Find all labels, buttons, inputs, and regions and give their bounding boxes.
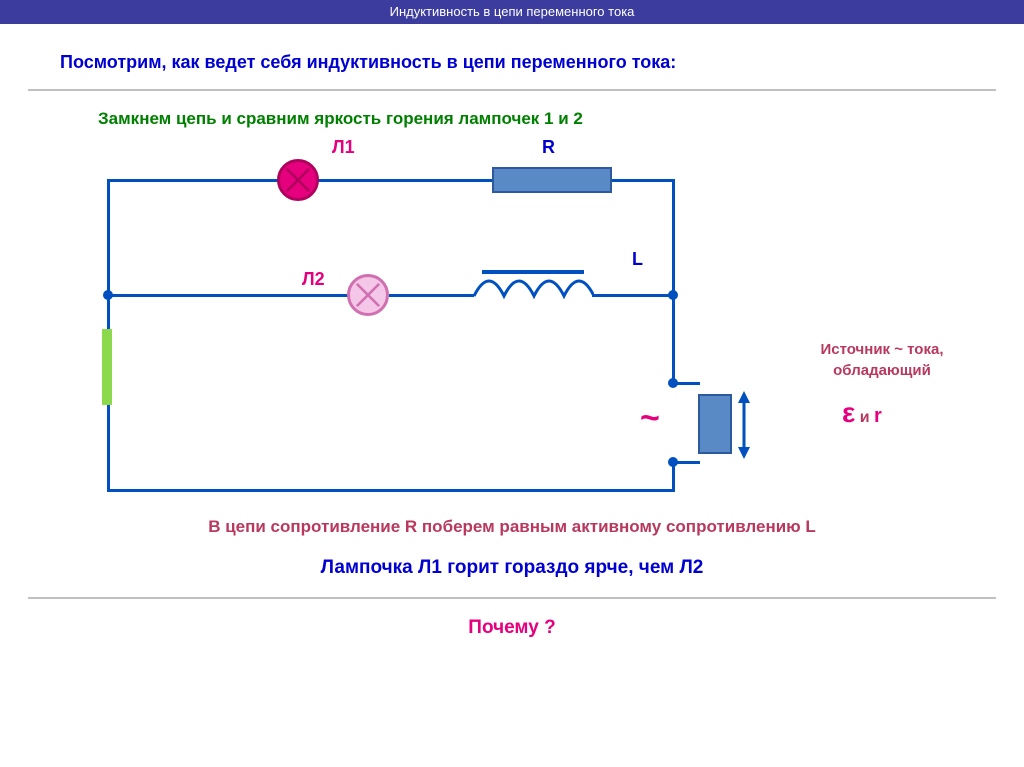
emf-r: r [874, 405, 882, 427]
wire-mid-ind-to-right [592, 294, 675, 297]
wire-left-upper [107, 179, 110, 329]
lamp-2-label: Л2 [302, 269, 325, 290]
wire-right-mid [672, 294, 675, 382]
emf-and: и [855, 409, 874, 426]
node-src-bot [668, 457, 678, 467]
note-text: В цепи сопротивление R поберем равным ак… [0, 509, 1024, 537]
inductor-icon [472, 264, 594, 309]
wire-top-seg2 [612, 179, 675, 182]
wire-left-lower [107, 405, 110, 492]
wire-bottom [107, 489, 675, 492]
wire-mid-lamp-to-ind [389, 294, 474, 297]
source-text: Источник ~ тока, обладающий [782, 339, 982, 381]
conclusion-text: Лампочка Л1 горит гораздо ярче, чем Л2 [0, 537, 1024, 579]
node-src-top [668, 378, 678, 388]
why-text: Почему ? [0, 599, 1024, 639]
source-line2: обладающий [833, 362, 931, 379]
epsilon: ε [842, 397, 855, 428]
tilde-label: ~ [640, 399, 660, 438]
switch-icon [102, 329, 112, 405]
resistor-icon [492, 167, 612, 193]
intro-text: Посмотрим, как ведет себя индуктивность … [0, 24, 1024, 83]
lamp-1-label: Л1 [332, 137, 355, 158]
lamp-2-icon [347, 274, 389, 316]
page-title-bar: Индуктивность в цепи переменного тока [0, 0, 1024, 24]
emf-label: ε и r [842, 397, 882, 429]
wire-top-seg1 [319, 179, 494, 182]
node-left-mid [103, 290, 113, 300]
circuit-diagram: Л1 Л2 R L ~ Источник ~ тока, обладающий … [102, 139, 922, 509]
wire-mid-left [107, 294, 349, 297]
inductor-label: L [632, 249, 643, 270]
subtitle: Замкнем цепь и сравним яркость горения л… [0, 91, 1024, 129]
wire-right-upper [672, 179, 675, 297]
source-icon [698, 394, 732, 454]
resistor-label: R [542, 137, 555, 158]
node-right-mid [668, 290, 678, 300]
source-line1: Источник ~ тока, [821, 341, 944, 358]
source-arrow-icon [734, 389, 754, 461]
lamp-1-icon [277, 159, 319, 201]
